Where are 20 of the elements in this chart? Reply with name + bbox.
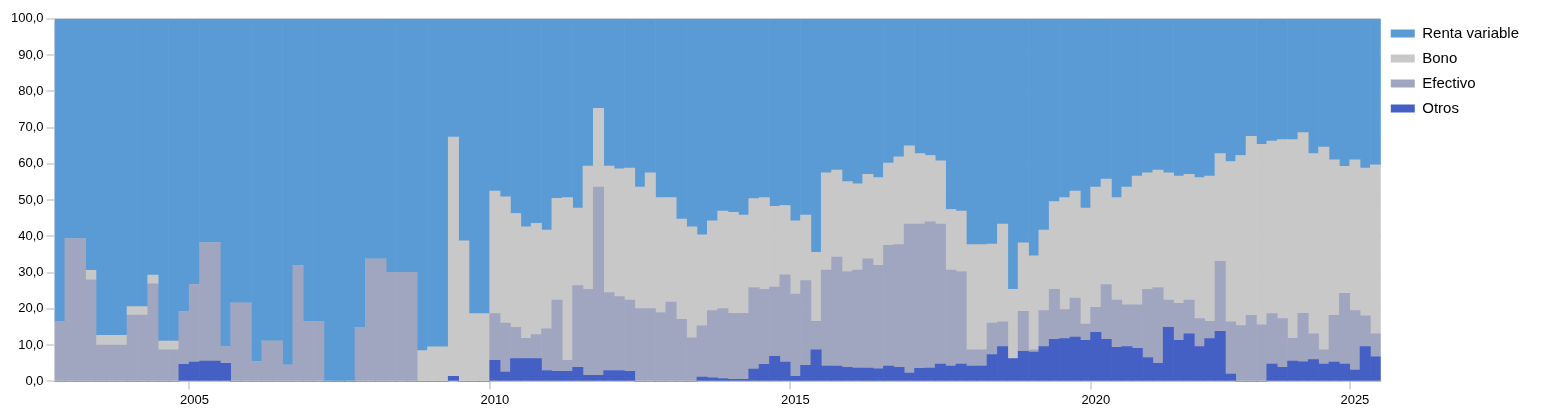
y-tick-label: 40,0 <box>18 227 44 243</box>
legend-label: Efectivo <box>1422 73 1476 91</box>
y-tick-label: 60,0 <box>18 155 44 171</box>
x-tick-label: 2010 <box>480 391 510 407</box>
legend-label: Otros <box>1422 98 1459 116</box>
x-tick-label: 2005 <box>179 391 209 407</box>
legend-label: Bono <box>1422 48 1458 66</box>
x-tick-label: 2015 <box>780 391 810 407</box>
y-tick-label: 80,0 <box>18 82 44 98</box>
y-tick-label: 30,0 <box>18 264 44 280</box>
y-tick-label: 20,0 <box>18 300 44 316</box>
y-tick-label: 10,0 <box>18 336 44 352</box>
x-tick-label: 2020 <box>1081 391 1111 407</box>
y-tick-label: 50,0 <box>18 191 44 207</box>
y-tick-label: 70,0 <box>18 119 44 135</box>
x-tick-label: 2025 <box>1340 391 1370 407</box>
y-tick-label: 0,0 <box>25 372 44 388</box>
y-tick-label: 90,0 <box>18 46 44 62</box>
y-tick-label: 100,0 <box>10 10 44 26</box>
legend-label: Renta variable <box>1422 23 1520 41</box>
